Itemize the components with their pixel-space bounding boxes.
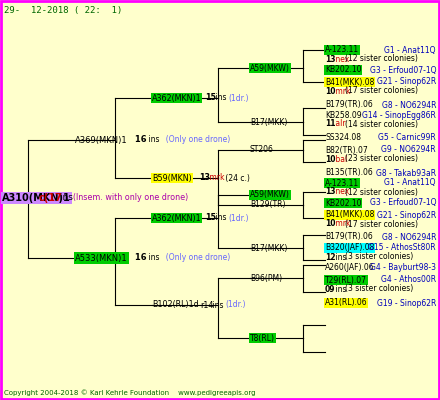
Text: 13: 13 bbox=[325, 188, 335, 196]
Text: SS324.08: SS324.08 bbox=[325, 134, 361, 142]
Text: (17 sister colonies): (17 sister colonies) bbox=[345, 220, 418, 228]
Text: 13: 13 bbox=[325, 54, 335, 64]
Text: (Insem. with only one drone): (Insem. with only one drone) bbox=[73, 194, 188, 202]
Text: 16: 16 bbox=[132, 136, 147, 144]
Text: B59(MKN): B59(MKN) bbox=[152, 174, 192, 182]
Text: nex: nex bbox=[333, 54, 349, 64]
Text: G8 - NO6294R: G8 - NO6294R bbox=[381, 232, 436, 242]
Text: A369(MKN)1: A369(MKN)1 bbox=[75, 136, 128, 144]
Text: mrk: mrk bbox=[333, 220, 351, 228]
Text: A59(MKW): A59(MKW) bbox=[250, 190, 290, 200]
Text: 29-  12-2018 ( 22:  1): 29- 12-2018 ( 22: 1) bbox=[4, 6, 122, 15]
Text: r14: r14 bbox=[200, 300, 213, 310]
Text: B17(MKK): B17(MKK) bbox=[250, 244, 287, 252]
Text: G5 - Carnic99R: G5 - Carnic99R bbox=[378, 134, 436, 142]
Text: G4 - Bayburt98-3: G4 - Bayburt98-3 bbox=[370, 264, 436, 272]
Text: B179(TR).06: B179(TR).06 bbox=[325, 100, 373, 110]
Text: (Only one drone): (Only one drone) bbox=[161, 254, 230, 262]
Text: B179(TR).06: B179(TR).06 bbox=[325, 232, 373, 242]
Text: KB202.10: KB202.10 bbox=[325, 198, 362, 208]
Text: A-123.11: A-123.11 bbox=[325, 46, 359, 54]
Text: alr: alr bbox=[333, 120, 346, 128]
Text: T29(RL).07: T29(RL).07 bbox=[325, 276, 367, 284]
Text: 16: 16 bbox=[132, 254, 147, 262]
Text: KB258.09: KB258.09 bbox=[325, 110, 362, 120]
Text: T8(RL): T8(RL) bbox=[250, 334, 275, 342]
Text: ins: ins bbox=[333, 252, 347, 262]
Text: A362(MKN)1: A362(MKN)1 bbox=[152, 94, 202, 102]
Text: ins: ins bbox=[146, 254, 159, 262]
Text: nex: nex bbox=[333, 188, 349, 196]
Text: B96(PM): B96(PM) bbox=[250, 274, 282, 282]
Text: A362(MKN)1: A362(MKN)1 bbox=[152, 214, 202, 222]
Text: ins: ins bbox=[57, 194, 76, 202]
Text: G14 - SinopEgg86R: G14 - SinopEgg86R bbox=[362, 110, 436, 120]
Text: (3 sister colonies): (3 sister colonies) bbox=[345, 252, 413, 262]
Text: G4 - Athos00R: G4 - Athos00R bbox=[381, 276, 436, 284]
Text: (24 c.): (24 c.) bbox=[223, 174, 250, 182]
Text: 15: 15 bbox=[205, 94, 216, 102]
Text: G8 - NO6294R: G8 - NO6294R bbox=[381, 100, 436, 110]
Text: B129(TR): B129(TR) bbox=[250, 200, 286, 210]
Text: (1dr.): (1dr.) bbox=[228, 94, 249, 102]
Text: G3 - Erfoud07-1Q: G3 - Erfoud07-1Q bbox=[370, 66, 436, 74]
Text: 12: 12 bbox=[325, 252, 335, 262]
Text: (3 sister colonies): (3 sister colonies) bbox=[345, 284, 413, 294]
Text: 15: 15 bbox=[205, 214, 216, 222]
Text: ins: ins bbox=[146, 136, 159, 144]
Text: 13: 13 bbox=[199, 174, 210, 182]
Text: G15 - AthosSt80R: G15 - AthosSt80R bbox=[368, 244, 436, 252]
Text: A533(MKN)1: A533(MKN)1 bbox=[75, 254, 128, 262]
Text: c(17: c(17 bbox=[39, 193, 63, 203]
Text: (1dr.): (1dr.) bbox=[225, 300, 246, 310]
Text: (17 sister colonies): (17 sister colonies) bbox=[345, 86, 418, 96]
Text: A260(JAF).06: A260(JAF).06 bbox=[325, 264, 374, 272]
Text: B17(MKK): B17(MKK) bbox=[250, 118, 287, 126]
Text: ins: ins bbox=[333, 284, 347, 294]
Text: A31(RL).06: A31(RL).06 bbox=[325, 298, 368, 308]
Text: (23 sister colonies): (23 sister colonies) bbox=[345, 154, 418, 164]
Text: mrk: mrk bbox=[207, 174, 224, 182]
Text: (12 sister colonies): (12 sister colonies) bbox=[345, 54, 418, 64]
Text: B320(JAF).08: B320(JAF).08 bbox=[325, 244, 374, 252]
Text: ins: ins bbox=[213, 214, 229, 222]
Text: (12 sister colonies): (12 sister colonies) bbox=[345, 188, 418, 196]
Text: (14 sister colonies): (14 sister colonies) bbox=[345, 120, 418, 128]
Text: 10: 10 bbox=[325, 154, 335, 164]
Text: A-123.11: A-123.11 bbox=[325, 178, 359, 188]
Text: B41(MKK).08: B41(MKK).08 bbox=[325, 78, 374, 86]
Text: ST206: ST206 bbox=[250, 146, 274, 154]
Text: G9 - NO6294R: G9 - NO6294R bbox=[381, 146, 436, 154]
Text: 11: 11 bbox=[325, 120, 335, 128]
Text: mrk: mrk bbox=[333, 86, 351, 96]
Text: Copyright 2004-2018 © Karl Kehrle Foundation    www.pedigreeapis.org: Copyright 2004-2018 © Karl Kehrle Founda… bbox=[4, 389, 256, 396]
Text: 10: 10 bbox=[325, 86, 335, 96]
Text: A59(MKW): A59(MKW) bbox=[250, 64, 290, 72]
Text: B41(MKK).08: B41(MKK).08 bbox=[325, 210, 374, 220]
Text: G1 - Anat11Q: G1 - Anat11Q bbox=[385, 178, 436, 188]
Text: G1 - Anat11Q: G1 - Anat11Q bbox=[385, 46, 436, 54]
Text: G8 - Takab93aR: G8 - Takab93aR bbox=[376, 168, 436, 178]
Text: (1dr.): (1dr.) bbox=[228, 214, 249, 222]
Text: G3 - Erfoud07-1Q: G3 - Erfoud07-1Q bbox=[370, 198, 436, 208]
Text: ins: ins bbox=[213, 94, 229, 102]
Text: (Only one drone): (Only one drone) bbox=[161, 136, 230, 144]
Text: G21 - Sinop62R: G21 - Sinop62R bbox=[377, 78, 436, 86]
Text: B82(TR).07: B82(TR).07 bbox=[325, 146, 368, 154]
Text: KB202.10: KB202.10 bbox=[325, 66, 362, 74]
Text: ins: ins bbox=[210, 300, 226, 310]
Text: 10: 10 bbox=[325, 220, 335, 228]
Text: B135(TR).06: B135(TR).06 bbox=[325, 168, 373, 178]
Text: bal: bal bbox=[333, 154, 347, 164]
Text: G19 - Sinop62R: G19 - Sinop62R bbox=[377, 298, 436, 308]
Text: A310(MKN)1: A310(MKN)1 bbox=[2, 193, 71, 203]
Text: G21 - Sinop62R: G21 - Sinop62R bbox=[377, 210, 436, 220]
Text: 09: 09 bbox=[325, 284, 335, 294]
Text: B102(RL)1d: B102(RL)1d bbox=[152, 300, 199, 310]
